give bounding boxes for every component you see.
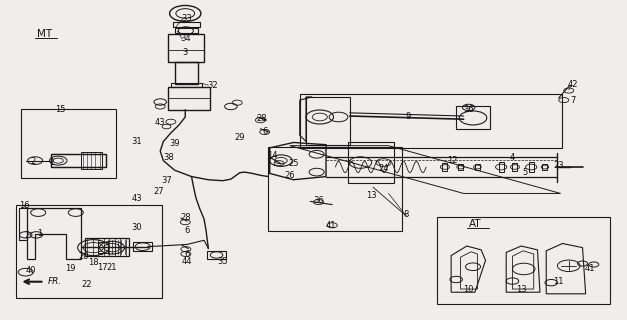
Text: 10: 10 (463, 284, 474, 293)
Text: 38: 38 (163, 153, 174, 162)
Bar (171, 83, 202, 87)
Bar (529, 162, 534, 172)
Text: 6: 6 (262, 127, 267, 136)
Text: 6: 6 (184, 251, 190, 260)
Bar (268, 147, 403, 231)
Bar (174, 28, 198, 33)
Text: 13: 13 (516, 284, 527, 293)
Text: 42: 42 (568, 80, 578, 89)
Text: 1: 1 (37, 229, 42, 238)
Bar (51, 154, 106, 167)
Text: 31: 31 (132, 137, 142, 146)
Text: 20: 20 (78, 252, 88, 261)
Text: 6: 6 (184, 226, 190, 235)
Text: 35: 35 (218, 257, 228, 266)
Text: 7: 7 (571, 96, 576, 105)
Text: 28: 28 (180, 213, 191, 222)
Bar (134, 242, 152, 251)
Text: 32: 32 (207, 81, 218, 90)
Bar (16, 204, 162, 298)
Text: 12: 12 (447, 156, 458, 165)
Text: 26: 26 (285, 172, 295, 180)
Text: FR.: FR. (48, 277, 62, 286)
Text: 3: 3 (182, 48, 188, 57)
Text: 2: 2 (31, 157, 36, 166)
Bar (438, 217, 610, 304)
Bar (475, 164, 480, 170)
Text: 43: 43 (132, 194, 142, 204)
Bar (21, 109, 117, 178)
Text: 36: 36 (313, 196, 324, 205)
Bar (172, 22, 199, 27)
Text: 4: 4 (510, 153, 515, 162)
Bar (456, 107, 490, 129)
Bar (174, 62, 198, 84)
Text: 43: 43 (155, 118, 166, 127)
Text: MT: MT (37, 29, 52, 39)
Bar (85, 238, 129, 256)
Text: 5: 5 (522, 168, 527, 177)
Text: 17: 17 (97, 263, 107, 272)
Text: 37: 37 (161, 176, 172, 185)
Bar (207, 251, 226, 259)
Text: 22: 22 (82, 280, 92, 289)
Text: 44: 44 (182, 257, 192, 266)
Text: 36: 36 (463, 105, 474, 114)
Bar (542, 164, 547, 170)
Bar (443, 163, 448, 171)
Text: 28: 28 (257, 114, 268, 123)
Text: 41: 41 (326, 221, 336, 230)
Text: 9: 9 (406, 112, 411, 121)
Text: 41: 41 (585, 264, 595, 274)
Text: 15: 15 (55, 105, 65, 114)
Text: 18: 18 (88, 258, 98, 267)
Bar (458, 164, 463, 170)
Text: 33: 33 (182, 14, 192, 23)
Text: 21: 21 (107, 263, 117, 272)
Text: 8: 8 (403, 210, 409, 219)
Text: 27: 27 (153, 187, 164, 196)
Text: 39: 39 (169, 139, 180, 148)
Text: 13: 13 (366, 191, 376, 200)
Text: 25: 25 (288, 159, 298, 168)
Text: 2: 2 (24, 231, 29, 240)
Bar (498, 162, 503, 172)
Text: 30: 30 (132, 223, 142, 232)
Text: 29: 29 (234, 132, 245, 141)
Text: 16: 16 (19, 201, 29, 210)
Bar (51, 154, 106, 167)
Bar (300, 94, 562, 148)
Text: 40: 40 (26, 266, 36, 276)
Text: 24: 24 (378, 164, 389, 173)
Text: 1: 1 (50, 158, 55, 167)
Bar (169, 34, 204, 62)
Text: 34: 34 (180, 35, 191, 44)
Text: 11: 11 (554, 277, 564, 286)
Bar (81, 152, 102, 169)
Bar (512, 163, 517, 171)
Bar (98, 242, 108, 253)
Text: 19: 19 (65, 264, 76, 274)
Text: 14: 14 (268, 151, 278, 160)
Bar (169, 87, 210, 110)
Text: 23: 23 (554, 161, 564, 170)
Text: AT: AT (468, 219, 482, 229)
